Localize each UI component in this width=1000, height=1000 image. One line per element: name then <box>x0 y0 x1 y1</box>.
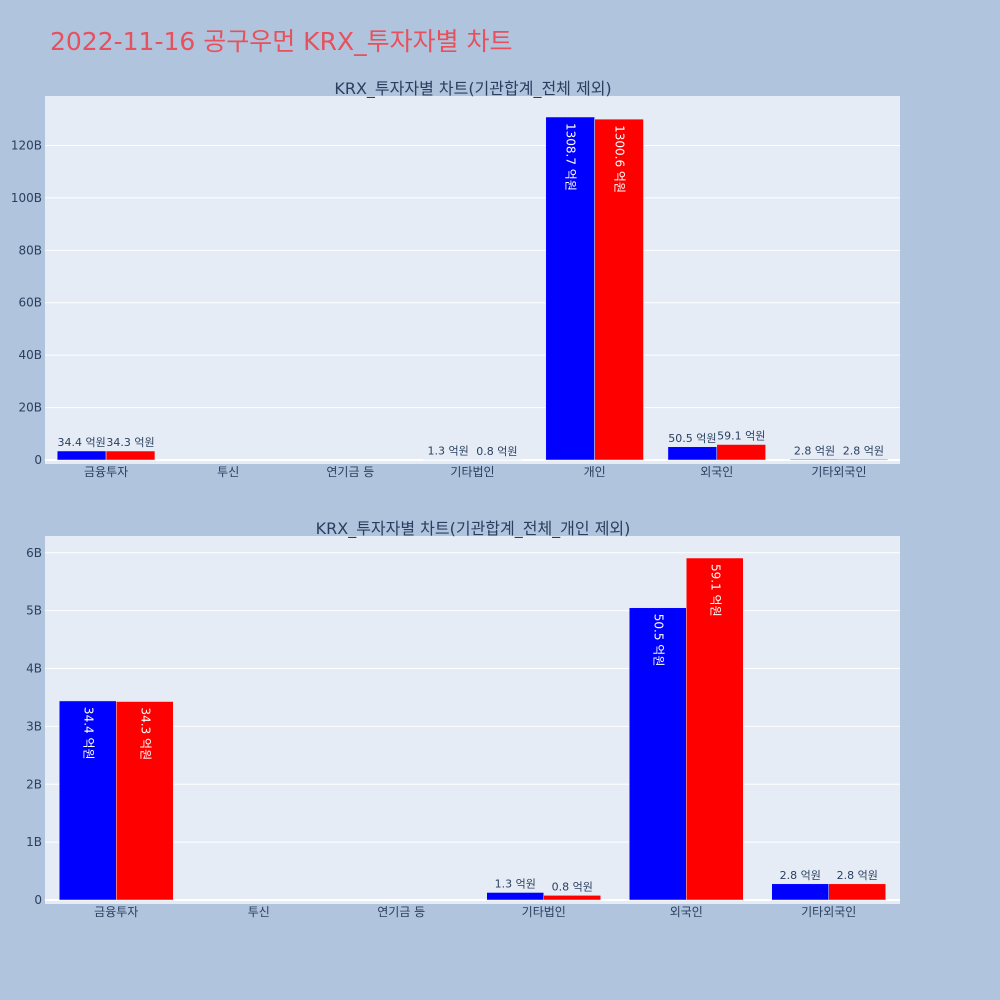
chart-bottom-xtick-label: 외국인 <box>670 905 703 919</box>
chart-bottom-ytick-label: 1B <box>26 835 42 849</box>
chart-top: KRX_투자자별 차트(기관합계_전체 제외) 0 20B 40B 60B 80B 100… <box>11 79 900 479</box>
chart-bottom-bar <box>486 892 544 901</box>
chart-bottom-xtick-label: 기타법인 <box>522 905 566 919</box>
chart-top-bar <box>105 450 156 461</box>
chart-top-xtick-label: 연기금 등 <box>326 465 374 479</box>
chart-bottom-data-label: 1.3 억원 <box>495 877 536 890</box>
chart-top-ytick-label: 80B <box>18 243 42 257</box>
chart-bottom-bar <box>543 895 601 901</box>
chart-top-bar <box>789 459 840 461</box>
chart-top-bar <box>716 444 766 461</box>
chart-top-data-label: 34.4 억원 <box>58 436 106 449</box>
chart-bottom-data-label: 50.5 억원 <box>651 614 665 667</box>
chart-top-plot-area <box>45 96 900 464</box>
chart-bottom-bar <box>828 883 886 901</box>
chart-top-bar <box>56 450 107 461</box>
chart-top-data-label: 1.3 억원 <box>427 445 468 458</box>
chart-top-bar <box>667 446 718 461</box>
chart-top-xtick-label: 기타법인 <box>450 465 494 479</box>
chart-bottom-ytick-label: 5B <box>26 604 42 618</box>
chart-bottom-data-label: 2.8 억원 <box>780 869 821 882</box>
chart-top-ytick-label: 100B <box>11 191 42 205</box>
chart-top-xtick-label: 금융투자 <box>84 465 128 479</box>
chart-top-ytick-label: 40B <box>18 348 42 362</box>
chart-bottom-data-label: 0.8 억원 <box>552 880 593 893</box>
chart-bottom-ytick-label: 0 <box>34 893 42 907</box>
chart-top-title: KRX_투자자별 차트(기관합계_전체 제외) <box>334 79 611 99</box>
chart-bottom-xtick-label: 금융투자 <box>94 905 138 919</box>
chart-bottom-bar <box>116 701 174 901</box>
chart-top-ytick-label: 60B <box>18 296 42 310</box>
chart-bottom-ytick-label: 4B <box>26 662 42 676</box>
chart-bottom-data-label: 2.8 억원 <box>837 869 878 882</box>
chart-bottom-bar <box>59 700 117 901</box>
chart-bottom-bar <box>771 883 829 901</box>
chart-bottom-bar <box>686 557 744 901</box>
chart-top-ytick-label: 20B <box>18 401 42 415</box>
chart-bottom-bar <box>629 607 687 901</box>
chart-top-ytick-label: 0 <box>34 453 42 467</box>
chart-bottom-data-label: 59.1 억원 <box>708 564 722 617</box>
page-title: 2022-11-16 공구우먼 KRX_투자자별 차트 <box>50 27 513 56</box>
chart-top-xtick-label: 투신 <box>217 465 239 479</box>
chart-bottom-ytick-label: 3B <box>26 719 42 733</box>
chart-top-data-label: 50.5 억원 <box>668 432 716 445</box>
chart-top-data-label: 1300.6 억원 <box>613 125 627 193</box>
chart-top-data-label: 2.8 억원 <box>794 444 835 457</box>
chart-top-bar <box>594 118 644 461</box>
chart-top-ytick-label: 120B <box>11 138 42 152</box>
chart-bottom-data-label: 34.3 억원 <box>138 708 152 761</box>
chart-top-xtick-label: 개인 <box>584 465 606 479</box>
chart-top-data-label: 34.3 억원 <box>106 436 154 449</box>
chart-bottom-ytick-label: 6B <box>26 546 42 560</box>
chart-bottom-plot-area <box>45 536 900 904</box>
chart-bottom-xtick-label: 투신 <box>248 905 270 919</box>
chart-top-data-label: 59.1 억원 <box>717 430 765 443</box>
chart-top-bar <box>545 116 595 461</box>
chart-bottom-data-label: 34.4 억원 <box>81 707 95 760</box>
chart-top-data-label: 1308.7 억원 <box>564 123 578 191</box>
chart-bottom-xtick-label: 연기금 등 <box>377 905 425 919</box>
chart-bottom-title: KRX_투자자별 차트(기관합계_전체_개인 제외) <box>316 519 631 539</box>
chart-top-xtick-label: 외국인 <box>700 465 733 479</box>
chart-top-data-label: 2.8 억원 <box>843 444 884 457</box>
chart-top-bar <box>838 459 889 461</box>
chart-top-data-label: 0.8 억원 <box>476 445 517 458</box>
chart-bottom-xtick-label: 기타외국인 <box>801 905 856 919</box>
chart-bottom: KRX_투자자별 차트(기관합계_전체_개인 제외) 0 1B 2B 3B 4B 5B 6B… <box>26 519 900 919</box>
chart-bottom-ytick-label: 2B <box>26 777 42 791</box>
chart-top-xtick-label: 기타외국인 <box>811 465 866 479</box>
